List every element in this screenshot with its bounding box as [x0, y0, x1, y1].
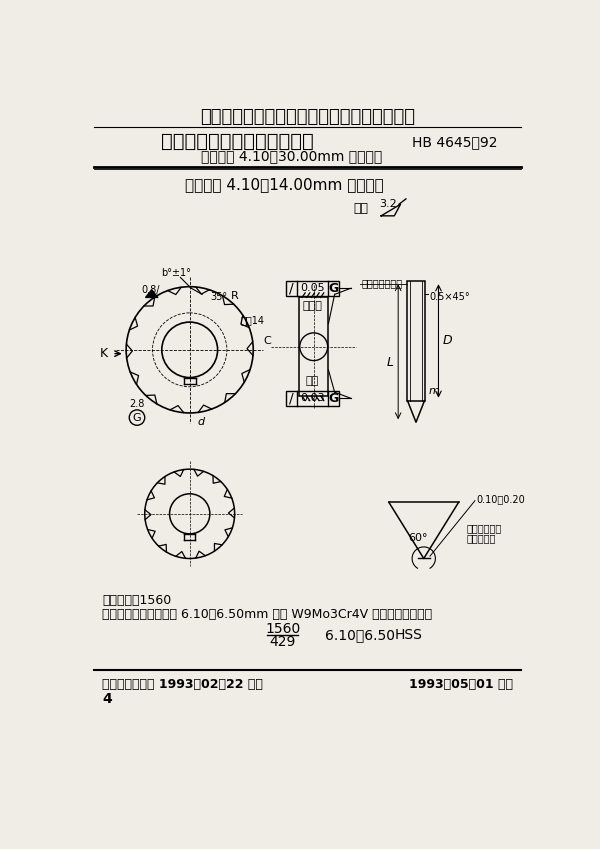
Text: 位置按样板: 位置按样板: [466, 532, 496, 543]
Text: 标记示例：麻花钻直径 6.10～6.50mm 右切 W9Mo3Cr4V 钢制造的钻槽铣刀: 标记示例：麻花钻直径 6.10～6.50mm 右切 W9Mo3Cr4V 钢制造的…: [102, 608, 432, 621]
Text: 0.05: 0.05: [300, 284, 325, 293]
Text: b°±1°: b°±1°: [161, 267, 191, 278]
Text: 航空航天工业部 1993－02－22 发布: 航空航天工业部 1993－02－22 发布: [102, 678, 263, 690]
Text: 渐线齿廓对称迹: 渐线齿廓对称迹: [362, 278, 403, 289]
Text: 3.2: 3.2: [379, 200, 397, 210]
Text: 中华人民共和国航空航天工业部航空工业标准: 中华人民共和国航空航天工业部航空工业标准: [200, 109, 415, 127]
Text: 0.5×45°: 0.5×45°: [429, 292, 470, 301]
Text: 仅在一面上作: 仅在一面上作: [466, 523, 502, 532]
Text: 6.10～6.50: 6.10～6.50: [325, 628, 395, 643]
Text: L: L: [386, 356, 394, 368]
Text: 用于直径 4.10～14.00mm 的麻花钻: 用于直径 4.10～14.00mm 的麻花钻: [185, 177, 383, 193]
Text: 齿数14: 齿数14: [240, 316, 264, 325]
Text: /: /: [289, 281, 293, 295]
Bar: [407, 281, 425, 401]
Text: 用于直径 4.10～30.00mm 的麻花钻: 用于直径 4.10～30.00mm 的麻花钻: [202, 149, 383, 163]
Text: HB 4645－92: HB 4645－92: [412, 135, 497, 149]
Text: 0.10～0.20: 0.10～0.20: [476, 494, 525, 504]
Text: 35°: 35°: [210, 292, 227, 302]
Text: 分类代号：1560: 分类代号：1560: [102, 594, 172, 607]
Bar: [286, 391, 338, 406]
Text: G: G: [133, 413, 142, 423]
Text: 其余: 其余: [353, 202, 368, 215]
Text: d: d: [198, 417, 205, 427]
Text: 法型面: 法型面: [302, 301, 322, 311]
Text: 加工铝合金用麻花钻钻槽铣刀: 加工铝合金用麻花钻钻槽铣刀: [161, 132, 314, 151]
Text: m: m: [428, 386, 439, 396]
Text: 0.03: 0.03: [300, 393, 325, 403]
Text: K: K: [100, 347, 109, 360]
Text: C: C: [263, 335, 271, 346]
Text: D: D: [443, 334, 453, 347]
Polygon shape: [146, 290, 158, 297]
Text: 两面: 两面: [305, 376, 319, 386]
Text: 60°: 60°: [408, 532, 427, 543]
Text: G: G: [328, 392, 338, 405]
Text: /: /: [289, 391, 293, 405]
Text: HSS: HSS: [395, 628, 423, 643]
Text: G: G: [328, 282, 338, 295]
Text: R: R: [231, 291, 239, 301]
Text: 1993－05－01 实施: 1993－05－01 实施: [409, 678, 513, 690]
Text: 2.8: 2.8: [130, 399, 145, 408]
Text: 429: 429: [269, 635, 296, 649]
Bar: [286, 280, 338, 296]
Text: 4: 4: [102, 692, 112, 706]
Text: 1560: 1560: [265, 622, 301, 637]
Text: 0.8/: 0.8/: [142, 284, 160, 295]
